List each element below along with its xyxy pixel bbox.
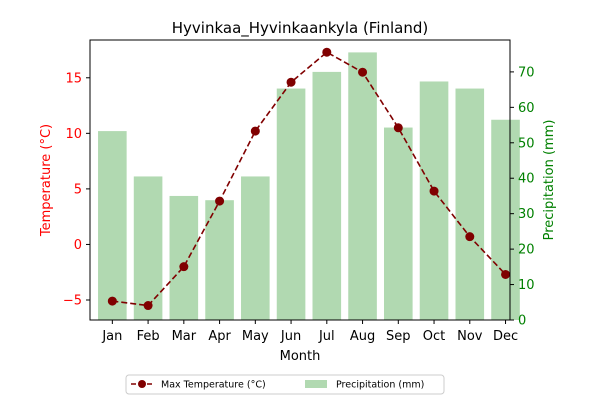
y-left-tick-label: −5 xyxy=(63,294,82,309)
y-right-tick-label: 10 xyxy=(518,278,535,293)
temperature-point xyxy=(393,123,403,133)
y-left-tick-label: 0 xyxy=(74,238,82,253)
y-axis-left: −5 0 5 10 15 xyxy=(63,71,90,309)
temperature-line xyxy=(112,51,507,307)
y-right-tick-label: 20 xyxy=(518,243,535,258)
x-tick-label: Jul xyxy=(318,329,335,344)
temperature-point xyxy=(215,196,225,206)
temperature-point xyxy=(429,186,439,196)
x-axis-label: Month xyxy=(280,349,321,364)
temperature-point xyxy=(322,47,332,57)
temperature-point xyxy=(179,262,189,272)
x-tick-label: Mar xyxy=(172,329,197,344)
x-tick-label: Apr xyxy=(208,329,231,344)
legend-entry-temperature: Max Temperature (°C) xyxy=(161,380,266,391)
legend-bar-swatch xyxy=(305,380,327,388)
y-right-tick-label: 0 xyxy=(518,314,526,329)
precipitation-bar xyxy=(384,127,413,320)
x-tick-label: Oct xyxy=(423,329,445,344)
legend-marker-swatch xyxy=(138,380,146,388)
x-tick-label: Jun xyxy=(280,329,301,344)
precipitation-bar xyxy=(98,131,127,320)
temperature-point xyxy=(250,126,260,136)
temperature-line-series xyxy=(107,47,511,311)
y-right-tick-label: 70 xyxy=(518,65,535,80)
y-axis-right: 0 10 20 30 40 50 60 70 xyxy=(510,65,535,329)
y-left-tick-label: 15 xyxy=(65,71,82,86)
x-tick-label: Feb xyxy=(137,329,160,344)
legend-frame xyxy=(125,374,445,395)
precipitation-bar xyxy=(276,88,306,320)
precipitation-bar xyxy=(491,119,520,321)
x-tick-label: Dec xyxy=(493,329,518,344)
y-right-tick-label: 60 xyxy=(518,101,535,116)
x-tick-label: Aug xyxy=(350,329,375,344)
y-left-tick-label: 5 xyxy=(74,182,82,197)
y-right-tick-label: 30 xyxy=(518,207,535,222)
precipitation-bar xyxy=(419,81,449,320)
temperature-point xyxy=(286,77,296,87)
precipitation-bar xyxy=(312,71,342,320)
temperature-point xyxy=(107,296,117,306)
temperature-point xyxy=(358,67,368,77)
x-tick-label: May xyxy=(242,329,269,344)
precipitation-bar xyxy=(205,200,234,320)
x-tick-label: Sep xyxy=(386,329,411,344)
temperature-point xyxy=(465,232,475,242)
precipitation-bar xyxy=(133,176,163,320)
y-left-tick-label: 10 xyxy=(65,127,82,142)
precipitation-bar xyxy=(169,195,199,320)
y-axis-right-label: Precipitation (mm) xyxy=(542,120,557,241)
precipitation-bars xyxy=(98,52,520,321)
legend-entry-precipitation: Precipitation (mm) xyxy=(336,380,424,391)
precipitation-bar xyxy=(241,176,270,320)
legend: Max Temperature (°C) Precipitation (mm) xyxy=(125,374,445,395)
precipitation-bar xyxy=(348,52,377,321)
temperature-point xyxy=(143,301,153,311)
x-tick-label: Nov xyxy=(457,329,483,344)
y-right-tick-label: 50 xyxy=(518,136,535,151)
precipitation-bar xyxy=(455,88,485,320)
y-axis-left-label: Temperature (°C) xyxy=(39,124,54,237)
x-axis: Jan Feb Mar Apr May Jun Jul Aug Sep Oct Nov Dec xyxy=(101,320,518,344)
temperature-point xyxy=(501,269,511,279)
y-right-tick-label: 40 xyxy=(518,172,535,187)
plot-frame xyxy=(89,39,511,321)
x-tick-label: Jan xyxy=(101,329,122,344)
chart-title: Hyvinkaa_Hyvinkaankyla (Finland) xyxy=(172,19,429,38)
